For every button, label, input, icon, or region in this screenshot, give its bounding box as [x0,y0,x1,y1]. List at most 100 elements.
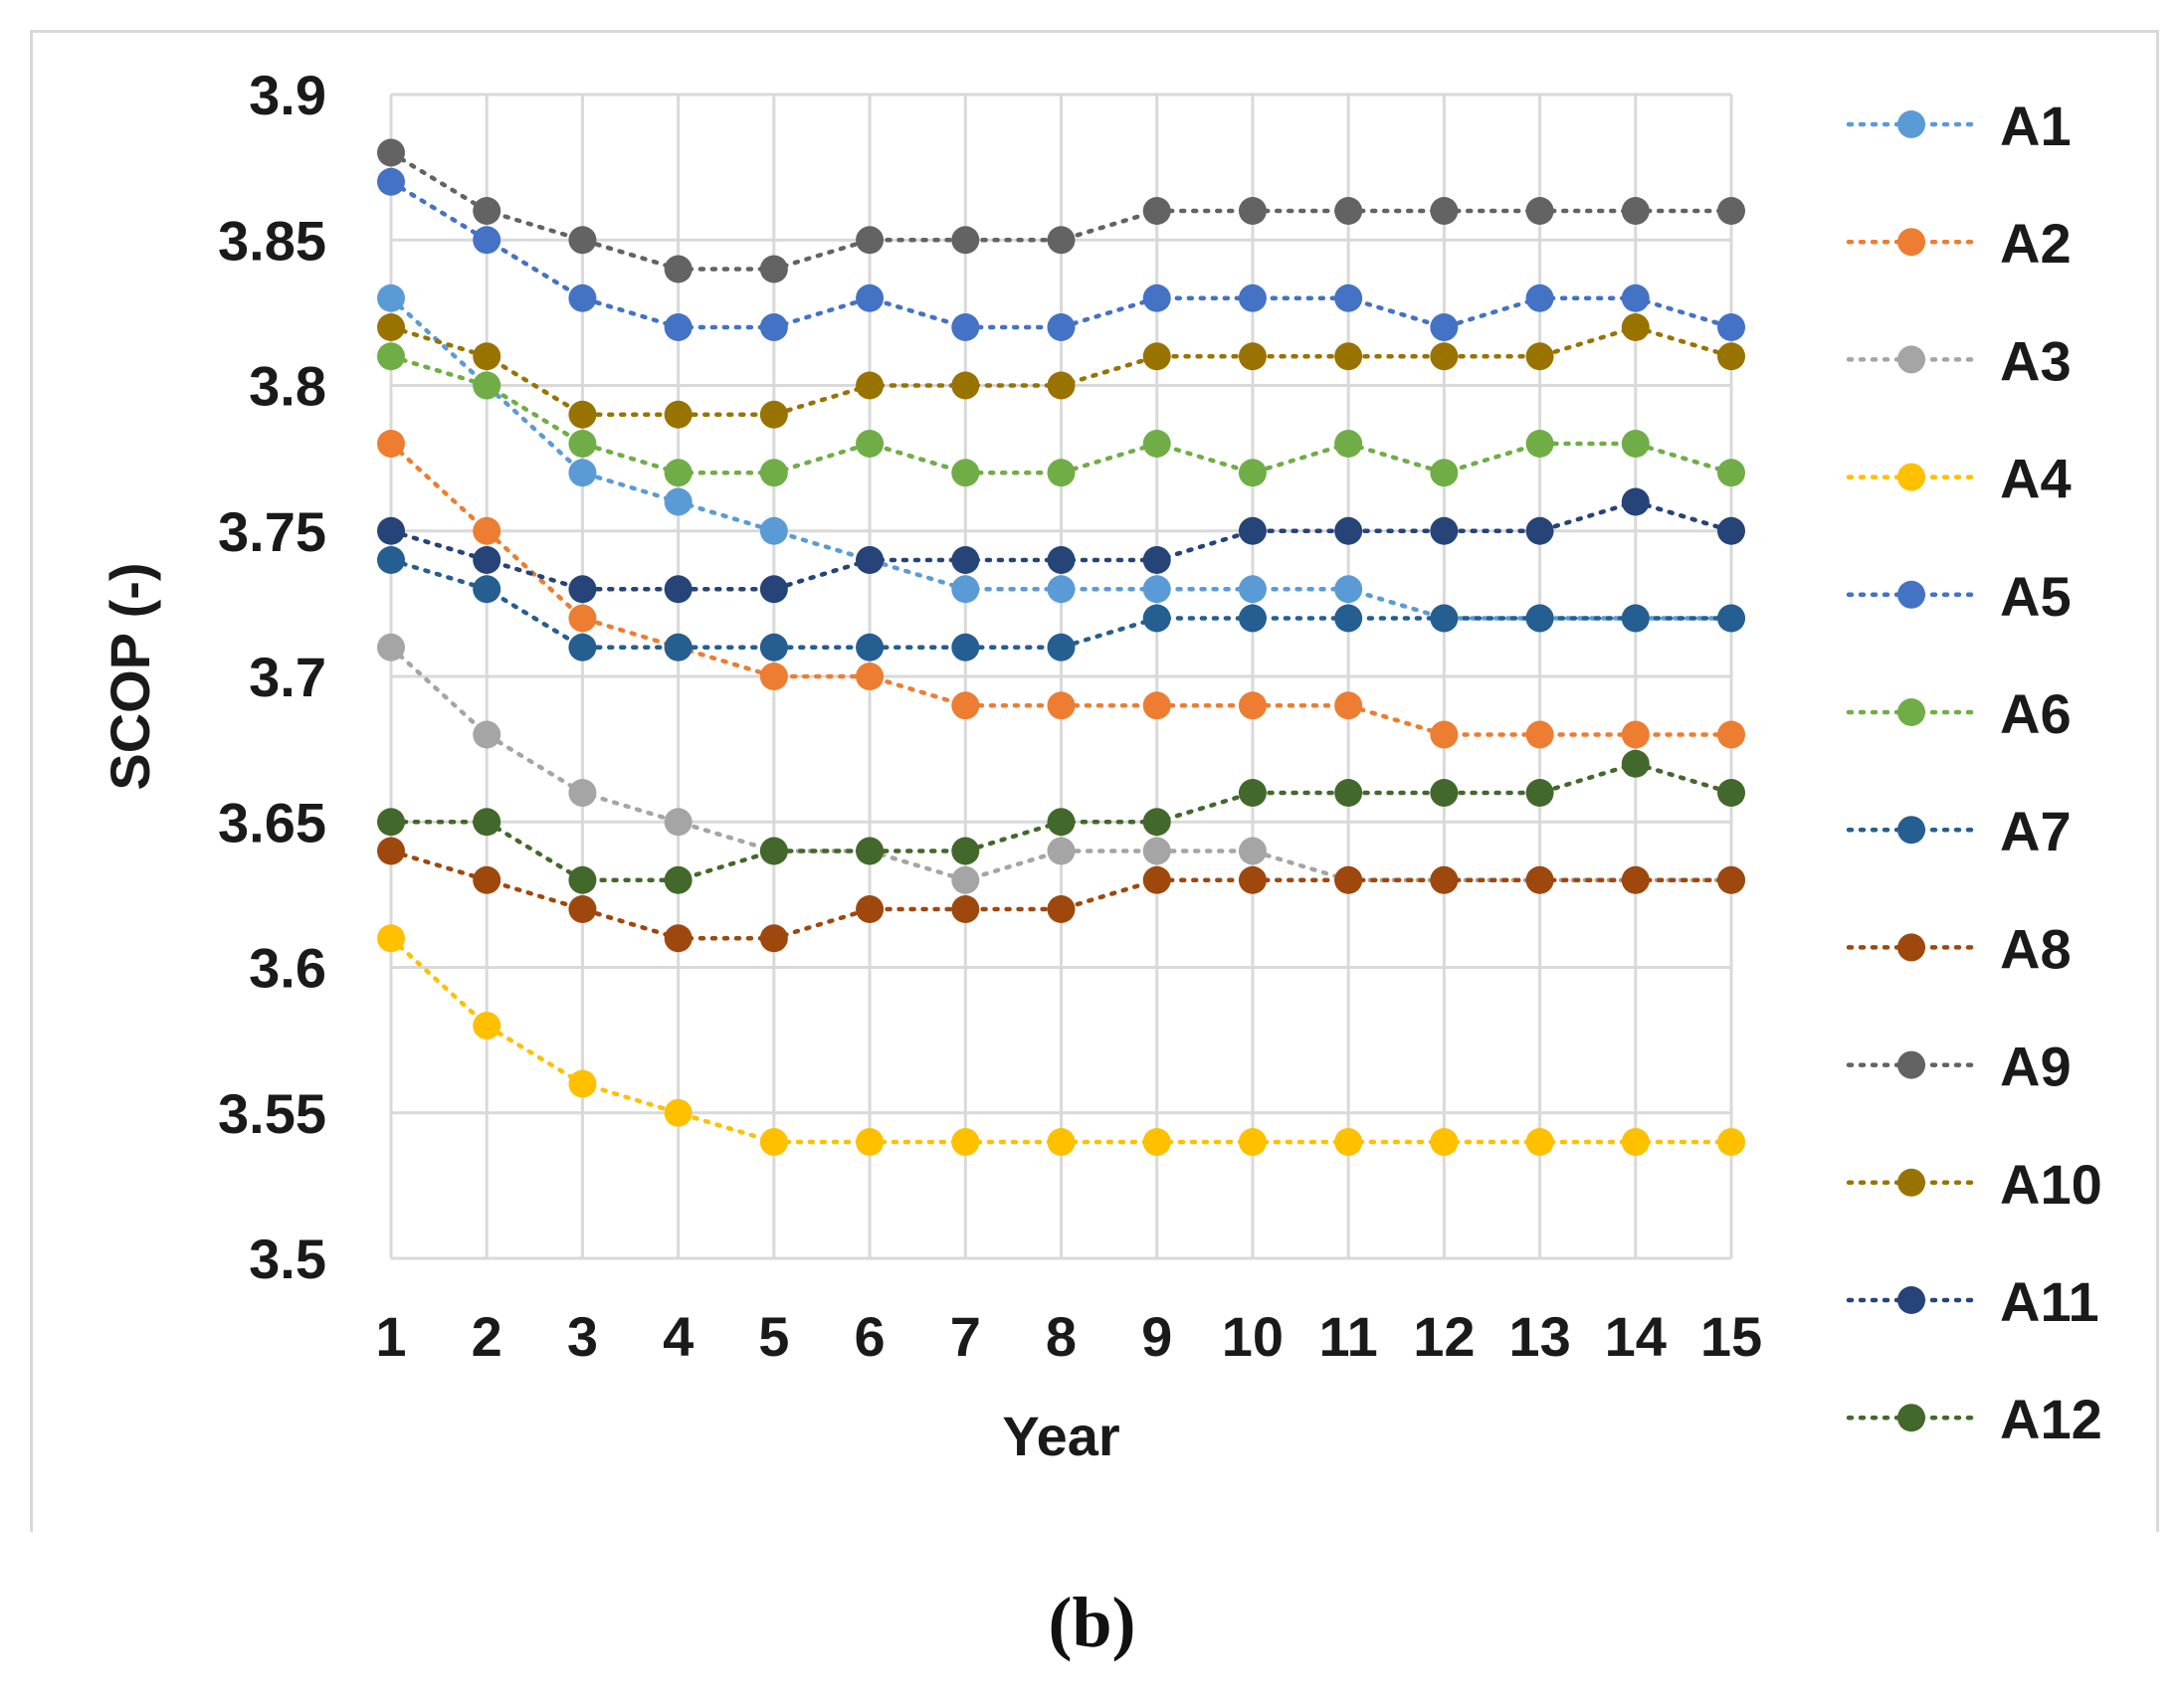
data-point [1334,342,1363,371]
data-point [1525,430,1554,458]
data-point [1334,284,1363,312]
series-line [388,150,1734,272]
panel-label-text: (b) [1048,1583,1136,1662]
data-point [1525,516,1554,545]
y-axis-title: SCOP (-) [99,562,161,790]
data-point [1334,516,1363,545]
legend-marker [1897,110,1925,138]
data-point [759,575,788,604]
data-point [664,924,693,953]
legend-entry-a2: A2 [1846,212,2072,275]
data-point [1334,865,1363,894]
panel-label: (b) [0,1582,2184,1664]
legend-entry-a9: A9 [1846,1036,2072,1098]
x-tick-label: 6 [854,1305,885,1368]
y-tick-label: 3.75 [218,500,326,563]
data-point [951,633,980,662]
data-point [1717,313,1745,341]
data-point [1047,459,1076,487]
axes: 3.53.553.63.653.73.753.83.853.91 2 3 4 5 6 7 8 9… [99,64,1762,1467]
x-tick-label: 14 [1605,1305,1667,1368]
y-tick-label: 3.85 [218,209,326,272]
x-tick-label: 12 [1413,1305,1475,1368]
data-point [473,546,501,574]
y-tick-label: 3.55 [218,1082,326,1145]
x-tick-label: 5 [758,1305,789,1368]
series-a11 [377,487,1745,604]
data-point [377,546,405,574]
data-point [1621,487,1650,516]
data-point [1142,865,1171,894]
data-point [856,430,885,458]
data-point [1717,1128,1745,1156]
data-point [951,865,980,894]
data-point [1238,575,1267,604]
x-tick-label: 10 [1222,1305,1284,1368]
data-point [1142,837,1171,865]
series-lines [377,138,1745,1156]
data-point [1430,516,1459,545]
data-point [377,516,405,545]
legend-marker [1897,580,1925,609]
y-tick-label: 3.6 [249,937,326,1000]
data-point [1621,313,1650,341]
legend-marker [1897,816,1925,845]
data-point [759,924,788,953]
data-point [664,633,693,662]
data-point [1430,865,1459,894]
data-point [473,720,501,749]
data-point [1430,1128,1459,1156]
data-point [377,837,405,865]
data-point [951,895,980,923]
legend-marker [1897,1286,1925,1314]
data-point [856,284,885,312]
legend-entry-a8: A8 [1846,917,2072,980]
data-point [856,546,885,574]
x-tick-label: 11 [1319,1305,1378,1368]
y-tick-label: 3.7 [249,646,326,708]
data-point [664,313,693,341]
data-point [568,604,597,633]
data-point [664,400,693,429]
data-point [1621,284,1650,312]
data-point [473,808,501,837]
series-line [388,645,1734,883]
data-point [856,663,885,690]
data-point [951,459,980,487]
legend-label: A6 [2000,682,2072,745]
x-tick-label: 2 [472,1305,502,1368]
data-point [1238,837,1267,865]
legend-marker [1897,1050,1925,1079]
legend-entry-a12: A12 [1846,1388,2102,1450]
data-point [1717,342,1745,371]
data-point [1430,342,1459,371]
data-point [568,575,597,604]
series-a8 [377,837,1745,953]
legend-entry-a4: A4 [1846,448,2072,510]
data-point [951,837,980,865]
data-point [1142,284,1171,312]
x-tick-label: 3 [567,1305,598,1368]
data-point [377,808,405,837]
legend-marker [1897,345,1925,374]
scop-line-chart: 3.53.553.63.653.73.753.83.853.91 2 3 4 5 6 7 8 9… [99,64,2102,1467]
series-a10 [377,313,1745,429]
data-point [1430,459,1459,487]
data-point [1238,604,1267,633]
data-point [759,516,788,545]
data-point [377,924,405,953]
series-a4 [377,924,1745,1156]
data-point [1525,197,1554,225]
data-point [1047,313,1076,341]
data-point [1717,779,1745,807]
data-point [473,342,501,371]
data-point [377,633,405,662]
data-point [377,313,405,341]
data-point [1142,575,1171,604]
data-point [473,371,501,400]
data-point [1621,1128,1650,1156]
data-point [1334,691,1363,720]
x-axis-title: Year [1002,1405,1119,1467]
data-point [664,1098,693,1127]
legend-marker [1897,463,1925,491]
